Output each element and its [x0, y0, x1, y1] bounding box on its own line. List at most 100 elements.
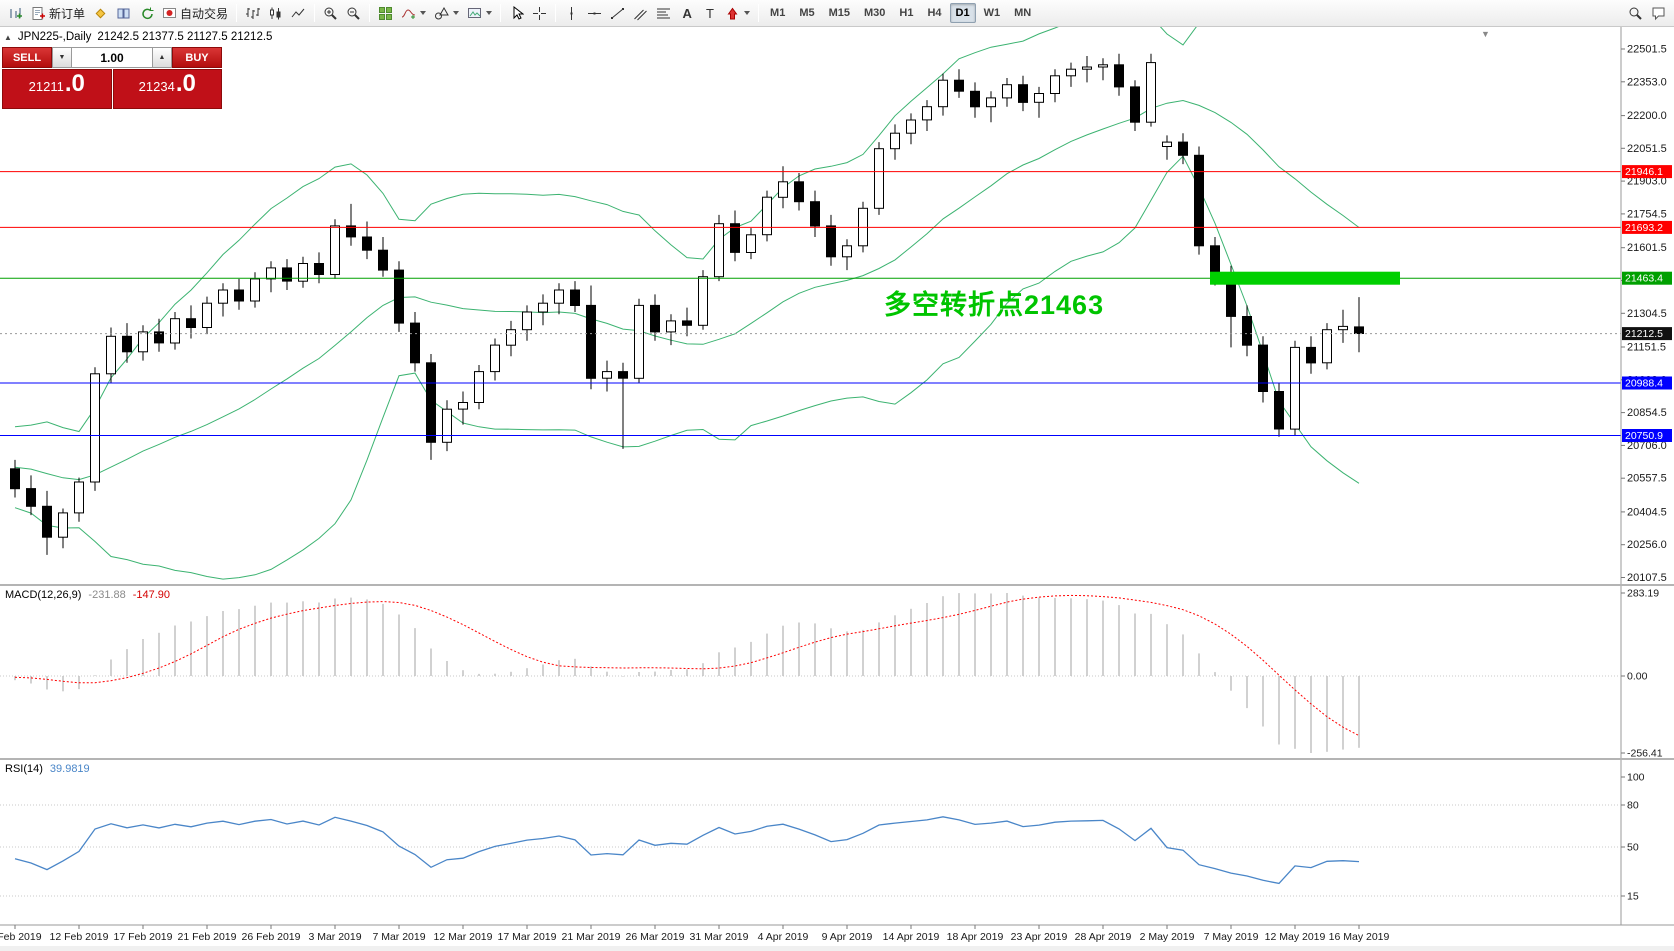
timeframe-mn-button[interactable]: MN: [1008, 3, 1037, 23]
price-scale[interactable]: 22501.5 22353.0 22200.0 22051.5 21903.0 21754…: [1620, 27, 1672, 925]
svg-text:21463.4: 21463.4: [1625, 273, 1663, 285]
chart-canvas[interactable]: 22501.5 22353.0 22200.0 22051.5 21903.0 21754…: [0, 27, 1674, 946]
timeframe-h4-button[interactable]: H4: [921, 3, 947, 23]
timeframe-m1-button[interactable]: M1: [764, 3, 791, 23]
svg-text:21693.2: 21693.2: [1625, 222, 1663, 234]
time-axis-label: 7 Feb 2019: [0, 931, 42, 943]
price-scale-label: 21754.5: [1627, 208, 1667, 220]
time-axis-label: 7 Mar 2019: [372, 931, 425, 943]
candle: [1194, 146, 1204, 255]
candle: [922, 100, 932, 131]
timeframe-w1-button[interactable]: W1: [978, 3, 1007, 23]
zoom-out-button[interactable]: [342, 2, 365, 25]
price-badge: 21693.2: [1622, 220, 1672, 234]
autotrading-icon: [163, 7, 177, 18]
sell-price-button[interactable]: 21211.0: [2, 69, 112, 109]
chevron-down-icon[interactable]: ▼: [1481, 29, 1490, 39]
crosshair-icon: [533, 6, 547, 20]
templates-button[interactable]: [463, 2, 496, 25]
candle: [1242, 305, 1252, 357]
volume-increase-button[interactable]: ▲: [152, 47, 172, 68]
time-axis-label: 23 Apr 2019: [1011, 931, 1068, 943]
buy-button[interactable]: BUY: [172, 47, 222, 68]
market-watch-button[interactable]: [112, 2, 135, 25]
chevron-down-icon: [453, 11, 460, 15]
pane-divider[interactable]: [0, 758, 1674, 760]
arrows-button[interactable]: [721, 2, 754, 25]
buy-price-button[interactable]: 21234.0: [112, 69, 222, 109]
toolbar-separator: [500, 4, 502, 22]
candle: [1002, 78, 1012, 107]
price-badge: 21212.5: [1622, 327, 1672, 341]
time-axis-label: 26 Feb 2019: [242, 931, 301, 943]
candle: [186, 305, 196, 339]
timeframe-m15-button[interactable]: M15: [823, 3, 856, 23]
candle: [426, 354, 436, 460]
chart-svg[interactable]: 22501.5 22353.0 22200.0 22051.5 21903.0 21754…: [0, 27, 1674, 946]
candle: [682, 307, 692, 337]
timeframe-m30-button[interactable]: M30: [858, 3, 891, 23]
volume-decrease-button[interactable]: ▼: [52, 47, 72, 68]
time-axis-label: 21 Feb 2019: [178, 931, 237, 943]
equidistant-channel-icon: [634, 9, 647, 20]
objects-list-button[interactable]: [430, 2, 463, 25]
candlestick-chart-button[interactable]: [264, 2, 287, 25]
horizontal-line-button[interactable]: [583, 2, 606, 25]
time-scale[interactable]: 7 Feb 2019 12 Feb 2019 17 Feb 2019 21 Feb 2…: [0, 924, 1674, 943]
price-scale-label: 21304.5: [1627, 308, 1667, 320]
svg-text:21946.1: 21946.1: [1625, 166, 1663, 178]
candle: [1034, 86, 1044, 118]
highlight-rectangle[interactable]: [1210, 271, 1400, 285]
candle: [602, 360, 612, 392]
timeframe-h1-button[interactable]: H1: [893, 3, 919, 23]
candle: [90, 367, 100, 491]
time-axis-label: 21 Mar 2019: [562, 931, 621, 943]
chart-annotation-text[interactable]: 多空转折点21463: [884, 290, 1105, 320]
equidistant-channel-button[interactable]: [629, 2, 652, 25]
meta-editor-button[interactable]: [89, 2, 112, 25]
macd-histogram: [14, 593, 1360, 753]
crosshair-button[interactable]: [528, 2, 551, 25]
refresh-button[interactable]: [135, 2, 158, 25]
sell-button[interactable]: SELL: [2, 47, 52, 68]
new-order-button[interactable]: 新订单: [27, 2, 89, 25]
templates-icon: [468, 7, 482, 18]
pane-divider[interactable]: [0, 584, 1674, 586]
price-scale-label: 22501.5: [1627, 44, 1667, 56]
volume-input[interactable]: [72, 47, 152, 68]
timeframe-m5-button[interactable]: M5: [793, 3, 820, 23]
candle: [1114, 53, 1124, 96]
candle: [650, 294, 660, 341]
market-watch-icon: [117, 8, 130, 18]
time-axis-label: 26 Mar 2019: [626, 931, 685, 943]
line-chart-button[interactable]: [287, 2, 310, 25]
community-button[interactable]: [1647, 2, 1670, 25]
autotrading-button[interactable]: 自动交易: [158, 2, 232, 25]
bar-chart-button[interactable]: [241, 2, 264, 25]
search-button[interactable]: [1624, 2, 1647, 25]
chart-plot[interactable]: 22501.5 22353.0 22200.0 22051.5 21903.0 21754…: [0, 27, 1674, 946]
zoom-in-button[interactable]: [319, 2, 342, 25]
timeframe-d1-button[interactable]: D1: [949, 3, 976, 23]
trade-panel-price-row: 21211.0 21234.0: [2, 69, 222, 109]
vertical-line-button[interactable]: [560, 2, 583, 25]
candle: [106, 327, 116, 383]
candle: [778, 166, 788, 209]
chart-symbol-title: JPN225-,Daily: [17, 31, 92, 43]
tile-windows-button[interactable]: [374, 2, 397, 25]
new-chart-button[interactable]: [4, 2, 27, 25]
candle: [266, 261, 276, 293]
candle: [714, 214, 724, 282]
text-label-button[interactable]: T: [698, 2, 721, 25]
cursor-button[interactable]: [505, 2, 528, 25]
refresh-icon: [142, 7, 154, 19]
time-axis-label: 3 Mar 2019: [308, 931, 361, 943]
tile-windows-icon: [379, 6, 393, 20]
fibonacci-retracement-button[interactable]: [652, 2, 675, 25]
text-button[interactable]: A: [675, 2, 698, 25]
price-scale-label: 21903.0: [1627, 176, 1667, 188]
candle: [906, 113, 916, 145]
one-click-toggle-icon[interactable]: ▲: [4, 32, 12, 42]
trendline-button[interactable]: [606, 2, 629, 25]
indicators-button[interactable]: [397, 2, 430, 25]
